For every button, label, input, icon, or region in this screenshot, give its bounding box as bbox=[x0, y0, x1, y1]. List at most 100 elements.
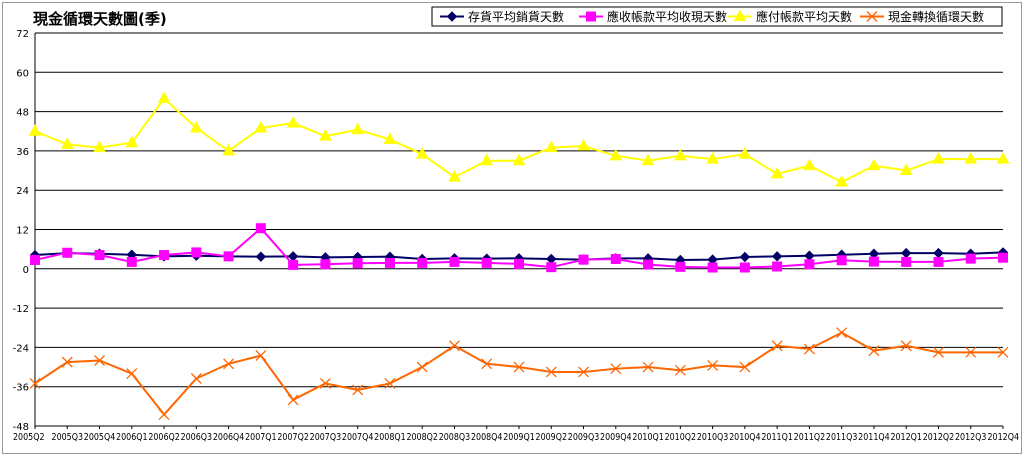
data-point bbox=[351, 122, 365, 135]
data-point bbox=[643, 259, 654, 270]
x-tick-label: 2005Q2 bbox=[13, 432, 45, 443]
x-tick-label: 2010Q4 bbox=[729, 432, 761, 443]
legend-label: 現金轉換循環天數 bbox=[888, 9, 984, 24]
data-point bbox=[996, 152, 1010, 164]
y-tick-label: 60 bbox=[16, 68, 29, 79]
legend-label: 存貨平均銷貨天數 bbox=[468, 9, 564, 24]
data-point bbox=[255, 251, 267, 262]
data-point bbox=[965, 253, 976, 264]
legend-entry: 存貨平均銷貨天數 bbox=[440, 9, 564, 24]
data-point bbox=[997, 346, 1009, 358]
data-point bbox=[771, 251, 783, 262]
y-tick-label: 12 bbox=[16, 226, 29, 237]
legend-entry: 應收帳款平均收現天數 bbox=[579, 9, 727, 24]
legend-label: 應付帳款平均天數 bbox=[756, 9, 852, 24]
data-point bbox=[223, 358, 235, 370]
data-point bbox=[126, 368, 138, 380]
data-point bbox=[320, 259, 331, 270]
data-point bbox=[512, 153, 526, 166]
x-tick-label: 2009Q2 bbox=[536, 432, 568, 443]
data-point bbox=[222, 143, 235, 156]
data-point bbox=[126, 256, 137, 267]
data-point bbox=[60, 137, 74, 149]
data-point bbox=[739, 251, 751, 263]
series-layer bbox=[28, 91, 1010, 420]
data-point bbox=[933, 346, 944, 358]
x-tick-label: 2009Q3 bbox=[568, 432, 600, 443]
data-point bbox=[352, 258, 363, 269]
chart-title: 現金循環天數圖(季) bbox=[33, 10, 167, 28]
data-point bbox=[706, 152, 719, 164]
data-point bbox=[383, 132, 397, 144]
data-point bbox=[707, 262, 718, 273]
legend-entry: 應付帳款平均天數 bbox=[728, 9, 852, 24]
data-point bbox=[901, 256, 912, 267]
data-point bbox=[159, 250, 170, 261]
data-point bbox=[867, 158, 881, 171]
data-point bbox=[446, 11, 458, 22]
data-point bbox=[514, 258, 524, 269]
data-point bbox=[578, 366, 589, 378]
data-point bbox=[544, 140, 558, 153]
x-tick-label: 2008Q4 bbox=[471, 432, 503, 443]
data-point bbox=[61, 356, 73, 368]
data-point bbox=[254, 120, 268, 133]
data-point bbox=[125, 135, 139, 148]
data-point bbox=[577, 138, 590, 151]
x-tick-label: 2008Q1 bbox=[374, 432, 406, 443]
data-point bbox=[449, 340, 460, 352]
x-tick-label: 2005Q4 bbox=[84, 432, 116, 443]
data-point bbox=[803, 343, 815, 355]
data-point bbox=[733, 9, 747, 21]
data-point bbox=[416, 361, 428, 373]
x-tick-label: 2012Q1 bbox=[890, 432, 922, 443]
x-tick-label: 2009Q4 bbox=[600, 432, 632, 443]
data-point bbox=[836, 327, 848, 339]
x-tick-label: 2011Q4 bbox=[858, 432, 890, 443]
x-tick-label: 2010Q2 bbox=[665, 432, 697, 443]
data-point bbox=[94, 250, 105, 261]
y-tick-label: 24 bbox=[16, 186, 29, 197]
data-point bbox=[255, 223, 266, 234]
data-point bbox=[513, 361, 525, 373]
data-point bbox=[287, 394, 299, 406]
y-tick-label: 36 bbox=[16, 147, 29, 158]
y-tick-label: -24 bbox=[13, 343, 29, 354]
series-4 bbox=[29, 327, 1009, 420]
data-point bbox=[480, 153, 494, 166]
data-point bbox=[642, 361, 654, 373]
data-point bbox=[62, 247, 73, 258]
data-point bbox=[835, 174, 849, 187]
data-point bbox=[998, 252, 1008, 263]
data-point bbox=[609, 148, 623, 161]
x-tick-label: 2011Q3 bbox=[826, 432, 858, 443]
x-tick-label: 2006Q1 bbox=[116, 432, 148, 443]
x-tick-label: 2006Q3 bbox=[181, 432, 213, 443]
data-point bbox=[415, 147, 429, 159]
legend-label: 應收帳款平均收現天數 bbox=[607, 9, 727, 24]
y-tick-label: 0 bbox=[23, 265, 29, 276]
data-point bbox=[223, 251, 234, 262]
data-point bbox=[288, 259, 299, 270]
data-point bbox=[28, 124, 42, 136]
data-point bbox=[772, 261, 783, 272]
legend-entry: 現金轉換循環天數 bbox=[860, 9, 984, 24]
y-tick-label: 72 bbox=[16, 29, 29, 40]
data-point bbox=[578, 254, 589, 265]
data-point bbox=[191, 247, 202, 258]
x-tick-label: 2012Q3 bbox=[955, 432, 987, 443]
data-point bbox=[29, 377, 41, 389]
series-2 bbox=[30, 223, 1008, 273]
x-tick-label: 2007Q3 bbox=[310, 432, 342, 443]
x-tick-label: 2006Q4 bbox=[213, 432, 245, 443]
data-point bbox=[481, 358, 493, 370]
data-point bbox=[30, 254, 40, 265]
data-point bbox=[586, 11, 596, 22]
x-tick-label: 2011Q2 bbox=[794, 432, 826, 443]
data-point bbox=[610, 363, 622, 375]
grid bbox=[35, 32, 1003, 427]
data-point bbox=[933, 256, 944, 267]
x-tick-label: 2009Q1 bbox=[503, 432, 535, 443]
